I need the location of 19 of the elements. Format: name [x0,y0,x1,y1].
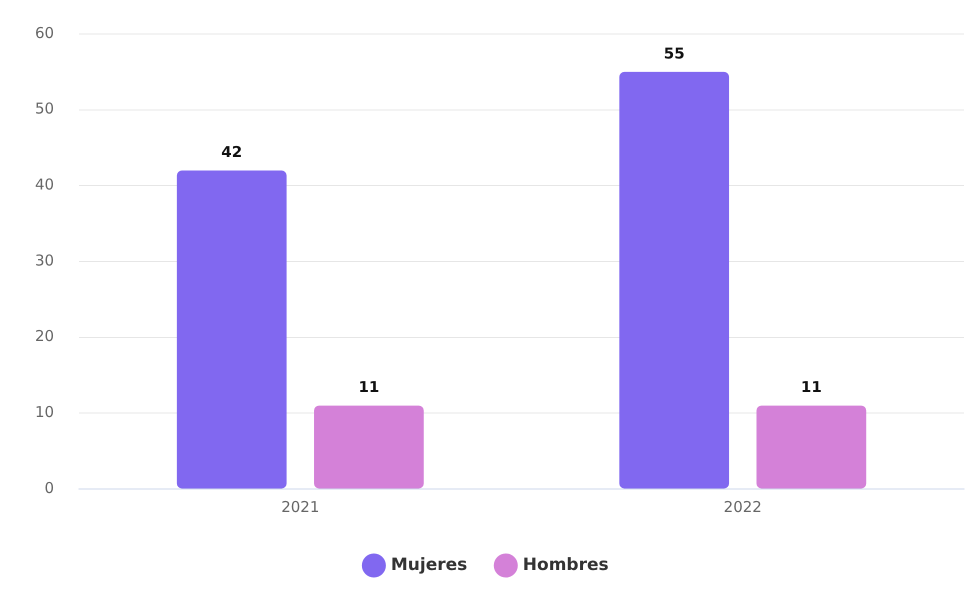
y-tick-label: 30 [34,251,54,270]
x-tick-label: 2022 [724,498,762,516]
y-tick-label: 60 [34,24,54,42]
legend-label: Mujeres [390,554,468,575]
bar [314,406,424,488]
bar [756,406,866,488]
data-label: 42 [221,142,242,161]
bar [619,72,730,488]
data-label: 55 [664,44,685,62]
y-tick-label: 0 [44,478,54,497]
y-tick-label: 10 [34,403,54,422]
data-label: 11 [358,378,380,396]
bar [176,170,287,488]
x-tick-label: 2021 [281,498,320,516]
data-label: 11 [800,378,822,396]
y-tick-label: 40 [34,176,54,194]
y-tick-label: 50 [34,100,54,118]
y-tick-label: 20 [34,327,54,346]
legend-label: Hombres [522,554,609,575]
